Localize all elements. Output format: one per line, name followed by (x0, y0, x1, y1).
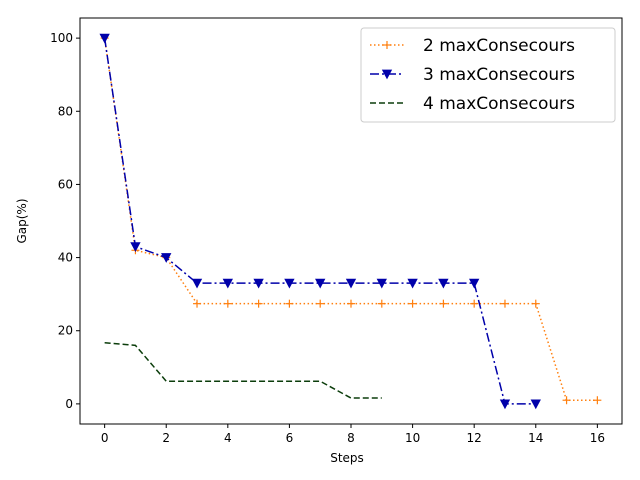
plus-marker (408, 299, 417, 308)
plus-marker (531, 299, 540, 308)
series-line (103, 38, 536, 405)
legend-item: 2 maxConsecours (370, 36, 575, 56)
y-tick-label: 20 (58, 324, 73, 338)
triangle-down-marker (530, 399, 541, 410)
x-axis-label: Steps (330, 451, 364, 465)
y-tick-label: 0 (65, 397, 73, 411)
x-tick-label: 10 (405, 431, 420, 445)
x-tick-label: 12 (467, 431, 482, 445)
plus-marker (439, 299, 448, 308)
plus-marker (223, 299, 232, 308)
plus-marker (500, 299, 509, 308)
triangle-down-marker (469, 278, 480, 289)
y-axis-label: Gap(%) (15, 198, 29, 243)
triangle-down-marker (161, 253, 172, 263)
triangle-down-marker (345, 278, 357, 289)
plus-marker (470, 299, 479, 308)
triangle-down-marker (130, 242, 141, 252)
legend-label: 3 maxConsecours (423, 65, 575, 85)
x-tick-label: 4 (224, 431, 232, 445)
y-tick-label: 100 (50, 31, 73, 45)
triangle-down-marker (253, 278, 264, 289)
triangle-down-marker (381, 69, 393, 80)
triangle-down-marker (191, 278, 203, 289)
x-tick-label: 0 (101, 431, 109, 445)
series-2 (99, 33, 541, 410)
legend-label: 2 maxConsecours (423, 36, 575, 56)
plus-marker (254, 299, 263, 308)
x-axis: 0 2 4 6 8 10 12 14 16 (101, 424, 605, 445)
triangle-down-marker (438, 278, 449, 289)
x-tick-label: 16 (590, 431, 605, 445)
legend-label: 4 maxConsecours (423, 94, 575, 114)
y-tick-label: 80 (58, 104, 73, 118)
triangle-down-marker (99, 33, 110, 44)
y-tick-label: 40 (58, 251, 73, 265)
series-layer (99, 33, 602, 410)
plus-marker (593, 396, 602, 405)
x-tick-label: 2 (162, 431, 170, 445)
plus-marker (316, 299, 325, 308)
y-axis: 0 20 40 60 80 100 (50, 31, 80, 411)
legend-box (360, 27, 616, 123)
plus-marker (377, 299, 386, 308)
triangle-down-marker (222, 278, 233, 289)
triangle-down-marker (407, 278, 418, 289)
plus-marker (383, 41, 391, 49)
plus-marker (562, 396, 571, 405)
triangle-down-marker (376, 278, 387, 289)
series-3 (104, 342, 382, 399)
y-tick-label: 60 (58, 177, 73, 191)
plus-marker (193, 299, 202, 308)
plus-marker (285, 299, 294, 308)
plus-marker (347, 299, 355, 308)
triangle-down-marker (284, 278, 295, 289)
legend: 2 maxConsecours 3 maxConsecours 4 maxConse… (360, 27, 616, 123)
x-tick-label: 14 (528, 431, 543, 445)
series-line (104, 342, 382, 399)
x-tick-label: 6 (286, 431, 294, 445)
legend-item: 3 maxConsecours (370, 65, 575, 85)
triangle-down-marker (499, 399, 511, 410)
triangle-down-marker (315, 278, 326, 289)
legend-item: 4 maxConsecours (370, 94, 575, 114)
x-tick-label: 8 (347, 431, 355, 445)
